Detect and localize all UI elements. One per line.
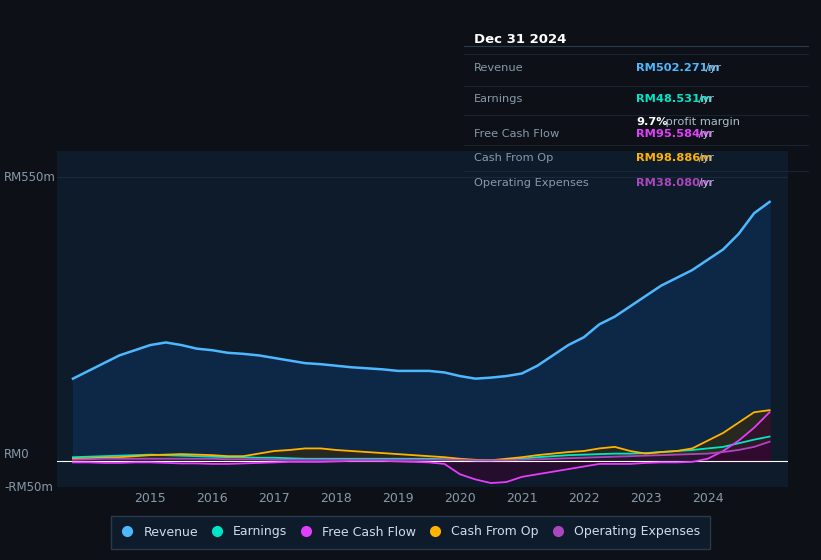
Text: /yr: /yr [702,63,721,73]
Text: -RM50m: -RM50m [4,480,53,494]
Text: RM48.531m: RM48.531m [636,95,712,105]
Text: /yr: /yr [695,153,714,164]
Text: RM0: RM0 [4,448,30,461]
Text: RM38.080m: RM38.080m [636,178,712,188]
Text: RM550m: RM550m [4,171,56,184]
Text: RM95.584m: RM95.584m [636,129,712,139]
Text: Earnings: Earnings [475,95,524,105]
Text: /yr: /yr [695,178,714,188]
Text: RM502.271m: RM502.271m [636,63,720,73]
Text: Cash From Op: Cash From Op [475,153,553,164]
Text: /yr: /yr [695,95,714,105]
Text: /yr: /yr [695,129,714,139]
Text: 9.7%: 9.7% [636,117,668,127]
Legend: Revenue, Earnings, Free Cash Flow, Cash From Op, Operating Expenses: Revenue, Earnings, Free Cash Flow, Cash … [111,516,710,548]
Text: Revenue: Revenue [475,63,524,73]
Text: profit margin: profit margin [663,117,741,127]
Text: Operating Expenses: Operating Expenses [475,178,589,188]
Text: Free Cash Flow: Free Cash Flow [475,129,559,139]
Text: Dec 31 2024: Dec 31 2024 [475,34,566,46]
Text: RM98.886m: RM98.886m [636,153,713,164]
